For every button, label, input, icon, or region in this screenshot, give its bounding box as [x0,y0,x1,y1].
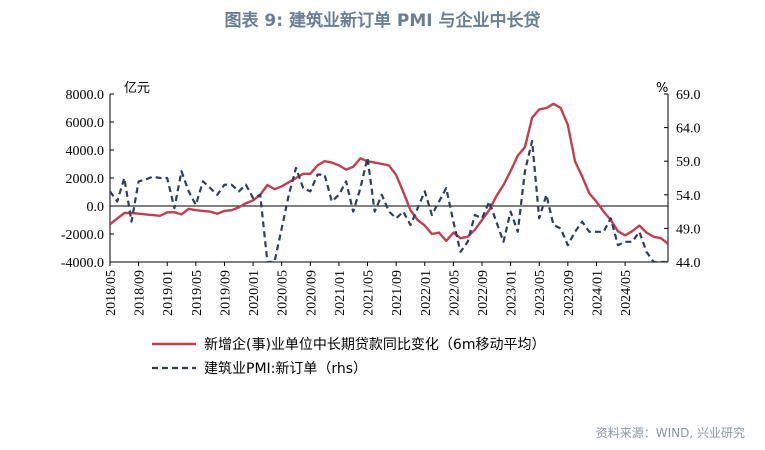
left-tick-label: 4000.0 [66,144,105,159]
chart-title: 图表 9: 建筑业新订单 PMI 与企业中长贷 [224,11,541,31]
x-tick-label: 2024/05 [619,270,634,316]
series-group [110,102,668,262]
right-tick-label: 49.0 [676,222,701,237]
left-tick-label: -2000.0 [61,228,104,243]
left-tick-label: 0.0 [87,200,105,215]
x-tick-label: 2023/01 [505,270,520,316]
x-tick-label: 2021/09 [390,270,405,316]
legend-label: 新增企(事)业单位中长期贷款同比变化（6m移动平均） [204,336,545,353]
x-tick-label: 2021/05 [362,270,377,316]
left-tick-label: -4000.0 [61,256,104,271]
x-tick-label: 2024/01 [590,270,605,316]
x-tick-label: 2023/05 [533,270,548,316]
x-tick-label: 2022/05 [447,270,462,316]
left-tick-label: 8000.0 [66,88,105,103]
right-tick-label: 54.0 [676,189,701,204]
x-tick-label: 2020/01 [247,270,262,316]
left-unit-label: 亿元 [124,81,150,96]
right-tick-label: 69.0 [676,88,701,103]
left-tick-label: 6000.0 [66,116,105,131]
x-tick-label: 2019/05 [190,270,205,316]
x-tick-label: 2022/09 [476,270,491,316]
right-unit-label: % [656,81,668,96]
axes: 8000.0 6000.0 4000.0 2000.0 0.0 -2000.0 -4000.… [61,81,701,316]
right-tick-label: 59.0 [676,155,701,170]
x-tick-label: 2019/09 [218,270,233,316]
series-loan-line [110,102,668,245]
x-tick-label: 2023/09 [562,270,577,316]
x-tick-label: 2018/05 [104,270,119,316]
x-tick-label: 2021/01 [333,270,348,316]
legend: 新增企(事)业单位中长期贷款同比变化（6m移动平均） 建筑业PMI:新订单（rhs… [152,336,545,377]
legend-label: 建筑业PMI:新订单（rhs） [204,361,367,377]
source-note: 资料来源：WIND, 兴业研究 [595,426,745,440]
series-pmi-line [110,139,668,262]
left-tick-label: 2000.0 [66,172,105,187]
x-tick-label: 2022/01 [419,270,434,316]
x-tick-label: 2020/09 [304,270,319,316]
right-tick-label: 44.0 [676,256,701,271]
right-tick-label: 64.0 [676,122,701,137]
x-tick-label: 2020/05 [276,270,291,316]
x-tick-label: 2019/01 [161,270,176,316]
x-tick-label: 2018/09 [133,270,148,316]
